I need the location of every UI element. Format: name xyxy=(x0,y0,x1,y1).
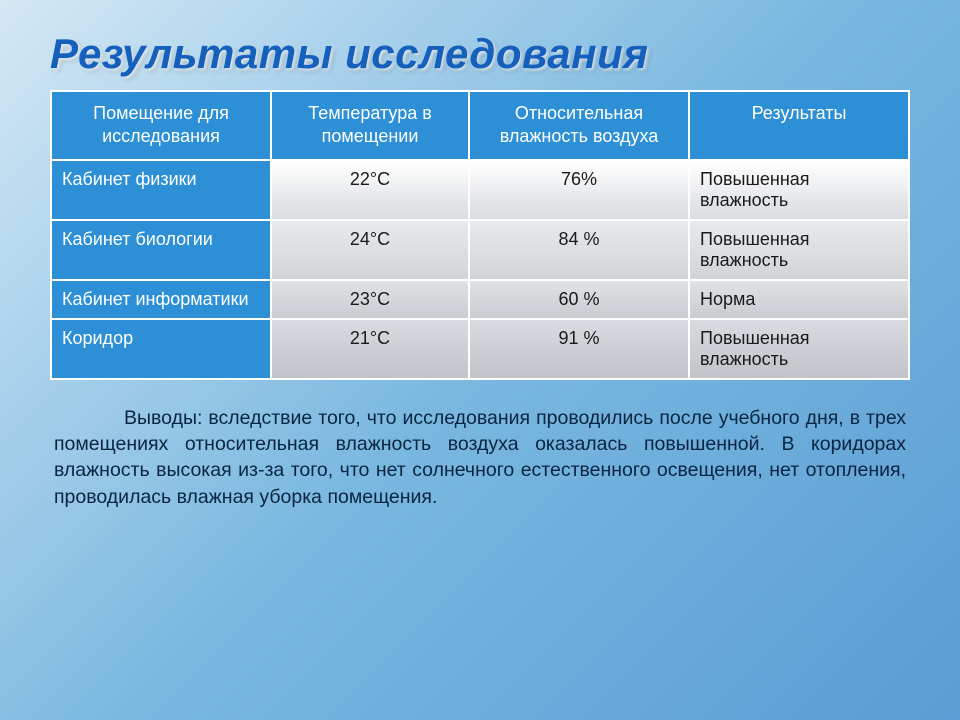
row-humidity: 84 % xyxy=(469,220,689,280)
header-humidity: Относительная влажность воздуха xyxy=(469,91,689,160)
row-humidity: 76% xyxy=(469,160,689,220)
conclusion-text: Выводы: вследствие того, что исследовани… xyxy=(50,405,910,510)
table-row: Коридор 21°С 91 % Повышенная влажность xyxy=(51,319,909,379)
header-temperature: Температура в помещении xyxy=(271,91,469,160)
row-humidity: 91 % xyxy=(469,319,689,379)
table-header-row: Помещение для исследования Температура в… xyxy=(51,91,909,160)
row-label: Кабинет биологии xyxy=(51,220,271,280)
table-row: Кабинет физики 22°С 76% Повышенная влажн… xyxy=(51,160,909,220)
table-row: Кабинет биологии 24°С 84 % Повышенная вл… xyxy=(51,220,909,280)
header-location: Помещение для исследования xyxy=(51,91,271,160)
row-temperature: 23°С xyxy=(271,280,469,319)
row-humidity: 60 % xyxy=(469,280,689,319)
conclusion-body: Выводы: вследствие того, что исследовани… xyxy=(54,407,906,508)
row-label: Кабинет физики xyxy=(51,160,271,220)
row-temperature: 22°С xyxy=(271,160,469,220)
row-result: Повышенная влажность xyxy=(689,319,909,379)
table-row: Кабинет информатики 23°С 60 % Норма xyxy=(51,280,909,319)
row-temperature: 21°С xyxy=(271,319,469,379)
row-result: Повышенная влажность xyxy=(689,220,909,280)
row-label: Кабинет информатики xyxy=(51,280,271,319)
slide-container: Результаты исследования Помещение для ис… xyxy=(0,0,960,540)
row-result: Повышенная влажность xyxy=(689,160,909,220)
row-label: Коридор xyxy=(51,319,271,379)
results-table: Помещение для исследования Температура в… xyxy=(50,90,910,380)
row-result: Норма xyxy=(689,280,909,319)
table-body: Кабинет физики 22°С 76% Повышенная влажн… xyxy=(51,160,909,379)
page-title: Результаты исследования xyxy=(50,30,910,78)
row-temperature: 24°С xyxy=(271,220,469,280)
header-results: Результаты xyxy=(689,91,909,160)
